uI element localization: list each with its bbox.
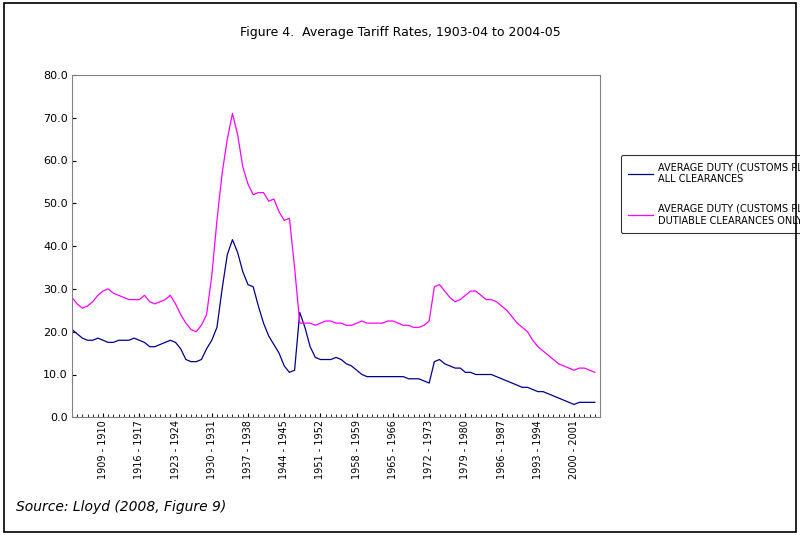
AVERAGE DUTY (CUSTOMS PLUS PRIMAGE, NET) -
DUTIABLE CLEARANCES ONLY, ADJUSTED [522,328,532,335]
AVERAGE DUTY (CUSTOMS PLUS PRIMAGE, NET) -
DUTIABLE CLEARANCES ONLY, ADJUSTED [310,322,320,328]
AVERAGE DUTY (CUSTOMS PLUS PRIMAGE, NET) -
ALL CLEARANCES [181,356,190,363]
AVERAGE DUTY (CUSTOMS PLUS PRIMAGE, NET) -
ALL CLEARANCES [228,236,238,243]
AVERAGE DUTY (CUSTOMS PLUS PRIMAGE, NET) -
ALL CLEARANCES [590,399,600,406]
AVERAGE DUTY (CUSTOMS PLUS PRIMAGE, NET) -
ALL CLEARANCES [310,354,320,361]
AVERAGE DUTY (CUSTOMS PLUS PRIMAGE, NET) -
ALL CLEARANCES [440,361,450,367]
AVERAGE DUTY (CUSTOMS PLUS PRIMAGE, NET) -
ALL CLEARANCES [522,384,532,391]
AVERAGE DUTY (CUSTOMS PLUS PRIMAGE, NET) -
DUTIABLE CLEARANCES ONLY, ADJUSTED [590,369,600,376]
AVERAGE DUTY (CUSTOMS PLUS PRIMAGE, NET) -
DUTIABLE CLEARANCES ONLY, ADJUSTED [181,320,190,326]
AVERAGE DUTY (CUSTOMS PLUS PRIMAGE, NET) -
DUTIABLE CLEARANCES ONLY, ADJUSTED [440,288,450,294]
Legend: AVERAGE DUTY (CUSTOMS PLUS PRIMAGE, NET) -
ALL CLEARANCES, AVERAGE DUTY (CUSTOMS: AVERAGE DUTY (CUSTOMS PLUS PRIMAGE, NET)… [621,155,800,233]
AVERAGE DUTY (CUSTOMS PLUS PRIMAGE, NET) -
DUTIABLE CLEARANCES ONLY, ADJUSTED [482,296,491,303]
AVERAGE DUTY (CUSTOMS PLUS PRIMAGE, NET) -
ALL CLEARANCES [482,371,491,378]
AVERAGE DUTY (CUSTOMS PLUS PRIMAGE, NET) -
ALL CLEARANCES [570,401,579,408]
AVERAGE DUTY (CUSTOMS PLUS PRIMAGE, NET) -
DUTIABLE CLEARANCES ONLY, ADJUSTED [166,292,175,299]
AVERAGE DUTY (CUSTOMS PLUS PRIMAGE, NET) -
DUTIABLE CLEARANCES ONLY, ADJUSTED [67,294,77,301]
Line: AVERAGE DUTY (CUSTOMS PLUS PRIMAGE, NET) -
ALL CLEARANCES: AVERAGE DUTY (CUSTOMS PLUS PRIMAGE, NET)… [72,240,595,404]
Text: Source: Lloyd (2008, Figure 9): Source: Lloyd (2008, Figure 9) [16,500,226,514]
AVERAGE DUTY (CUSTOMS PLUS PRIMAGE, NET) -
ALL CLEARANCES [166,337,175,343]
AVERAGE DUTY (CUSTOMS PLUS PRIMAGE, NET) -
ALL CLEARANCES [67,326,77,333]
Line: AVERAGE DUTY (CUSTOMS PLUS PRIMAGE, NET) -
DUTIABLE CLEARANCES ONLY, ADJUSTED: AVERAGE DUTY (CUSTOMS PLUS PRIMAGE, NET)… [72,113,595,372]
AVERAGE DUTY (CUSTOMS PLUS PRIMAGE, NET) -
DUTIABLE CLEARANCES ONLY, ADJUSTED [228,110,238,117]
Text: Figure 4.  Average Tariff Rates, 1903-04 to 2004-05: Figure 4. Average Tariff Rates, 1903-04 … [240,26,560,39]
